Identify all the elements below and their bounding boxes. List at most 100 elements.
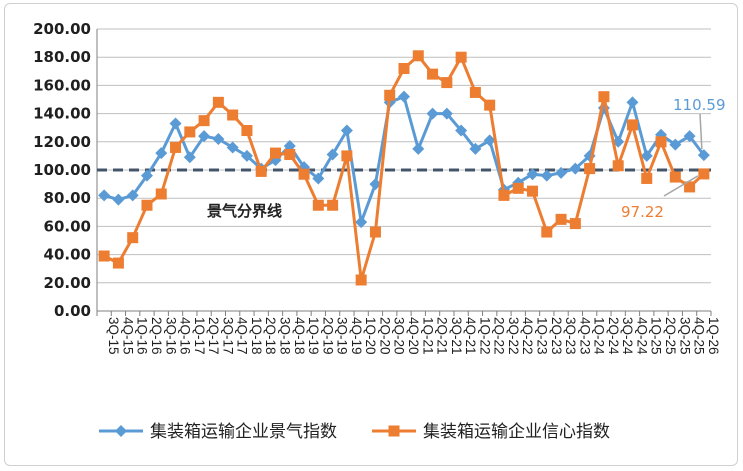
legend-diamond-marker: [115, 425, 127, 437]
data-point-diamond: [355, 216, 368, 229]
data-point-diamond: [398, 90, 410, 103]
x-tick-label: 4Q-21: [463, 317, 478, 355]
data-point-diamond: [155, 147, 168, 160]
legend-item-0[interactable]: 集装箱运输企业景气指数: [99, 422, 337, 442]
data-point-square: [612, 160, 624, 172]
data-point-diamond: [483, 134, 496, 147]
y-tick-label: 60.00: [44, 217, 91, 235]
data-point-diamond: [555, 166, 568, 179]
x-tick-label: 4Q-18: [292, 317, 307, 355]
x-tick-label: 1Q-22: [477, 317, 492, 355]
data-point-diamond: [469, 142, 482, 155]
data-point-square: [369, 226, 381, 238]
data-point-diamond: [455, 124, 468, 137]
legend-square-marker: [388, 425, 400, 437]
y-tick-label: 0.00: [54, 302, 91, 320]
x-tick-label: 3Q-19: [335, 317, 350, 355]
data-point-diamond: [340, 124, 353, 137]
x-tick-label: 3Q-16: [163, 317, 178, 355]
y-tick-label: 80.00: [44, 189, 91, 207]
y-tick-label: 20.00: [44, 274, 91, 292]
data-point-diamond: [140, 169, 153, 182]
y-tick-label: 180.00: [33, 48, 91, 66]
x-tick-label: 2Q-24: [606, 317, 621, 355]
data-point-square: [341, 150, 353, 162]
data-point-square: [598, 91, 610, 103]
reference-line-label: 景气分界线: [207, 202, 282, 220]
data-point-diamond: [126, 189, 139, 202]
y-axis-ticks: 0.00 20.00 40.00 60.00 80.00 100.00 120.00 140.…: [33, 20, 91, 320]
x-tick-label: 4Q-22: [520, 317, 535, 355]
data-point-square: [141, 199, 153, 211]
legend-item-1[interactable]: 集装箱运输企业信心指数: [372, 422, 610, 442]
data-point-square: [355, 274, 367, 286]
data-point-square: [441, 77, 453, 89]
x-tick-label: 3Q-23: [563, 317, 578, 355]
x-tick-label: 2Q-17: [206, 317, 221, 355]
x-tick-label: 3Q-25: [677, 317, 692, 355]
y-tick-label: 100.00: [33, 161, 91, 179]
data-point-diamond: [369, 178, 382, 191]
data-point-square: [484, 99, 496, 111]
data-point-square: [469, 86, 481, 98]
data-point-square: [412, 50, 424, 62]
end-label-1: 97.22: [621, 203, 664, 221]
data-point-diamond: [440, 107, 453, 120]
x-tick-label: 1Q-23: [535, 317, 550, 355]
data-point-square: [384, 89, 396, 101]
x-tick-label: 2Q-18: [263, 317, 278, 355]
data-point-diamond: [198, 130, 211, 143]
x-tick-label: 1Q-26: [706, 317, 721, 355]
data-point-square: [455, 51, 467, 63]
x-tick-label: 1Q-16: [135, 317, 150, 355]
data-point-square: [569, 218, 581, 230]
data-point-square: [241, 125, 253, 137]
data-point-square: [684, 181, 696, 193]
data-point-square: [527, 185, 539, 197]
x-tick-label: 1Q-19: [306, 317, 321, 355]
data-point-diamond: [412, 142, 425, 155]
data-point-square: [284, 148, 296, 160]
data-point-diamond: [98, 189, 111, 202]
data-point-square: [255, 165, 267, 177]
y-tick-label: 160.00: [33, 76, 91, 94]
data-point-diamond: [183, 151, 196, 164]
x-axis-ticks: 3Q-15 4Q-15 1Q-16 2Q-16 3Q-16 4Q-16 1Q-17 2Q-17…: [96, 311, 721, 355]
data-point-square: [269, 147, 281, 159]
x-tick-label: 2Q-16: [149, 317, 164, 355]
x-tick-label: 4Q-16: [178, 317, 193, 355]
x-tick-label: 4Q-24: [634, 317, 649, 355]
end-label-leader-0: [699, 113, 703, 150]
data-point-diamond: [226, 141, 239, 154]
data-point-square: [512, 182, 524, 194]
data-point-diamond: [526, 168, 539, 181]
data-point-square: [398, 62, 410, 74]
data-point-square: [655, 136, 667, 148]
x-tick-label: 1Q-21: [420, 317, 435, 355]
x-tick-label: 1Q-18: [249, 317, 264, 355]
data-point-square: [170, 141, 182, 153]
x-tick-label: 4Q-25: [692, 317, 707, 355]
data-point-diamond: [426, 107, 439, 120]
data-point-diamond: [626, 96, 639, 109]
data-point-square: [427, 68, 439, 80]
x-tick-label: 3Q-24: [620, 317, 635, 355]
data-point-diamond: [112, 193, 125, 206]
data-point-diamond: [640, 149, 653, 162]
legend: 集装箱运输企业景气指数 集装箱运输企业信心指数: [99, 422, 610, 442]
x-tick-label: 3Q-20: [392, 317, 407, 355]
x-tick-label: 3Q-21: [449, 317, 464, 355]
x-tick-label: 4Q-19: [349, 317, 364, 355]
data-point-square: [212, 96, 224, 108]
series-line-0: [103, 95, 706, 224]
data-point-diamond: [683, 130, 696, 143]
data-point-square: [669, 171, 681, 183]
series-1: [98, 50, 710, 286]
x-tick-label: 1Q-17: [192, 317, 207, 355]
data-point-square: [498, 189, 510, 201]
x-tick-label: 1Q-24: [592, 317, 607, 355]
data-point-diamond: [312, 172, 325, 185]
data-point-square: [98, 250, 110, 262]
x-tick-label: 2Q-20: [377, 317, 392, 355]
